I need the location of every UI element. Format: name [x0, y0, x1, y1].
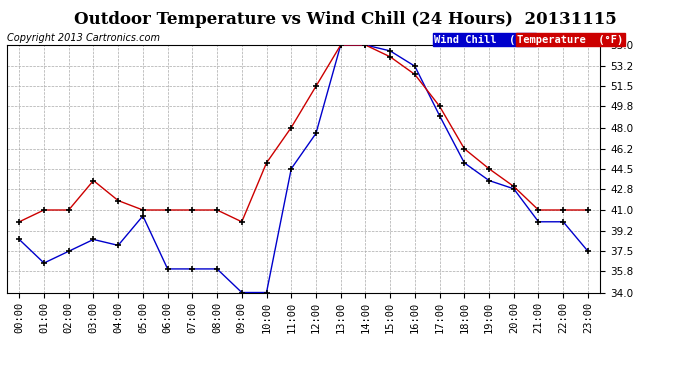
Text: Copyright 2013 Cartronics.com: Copyright 2013 Cartronics.com: [7, 33, 160, 42]
Text: Outdoor Temperature vs Wind Chill (24 Hours)  20131115: Outdoor Temperature vs Wind Chill (24 Ho…: [74, 11, 616, 28]
Text: Temperature  (°F): Temperature (°F): [518, 34, 624, 45]
Text: Wind Chill  (°F): Wind Chill (°F): [434, 34, 534, 45]
